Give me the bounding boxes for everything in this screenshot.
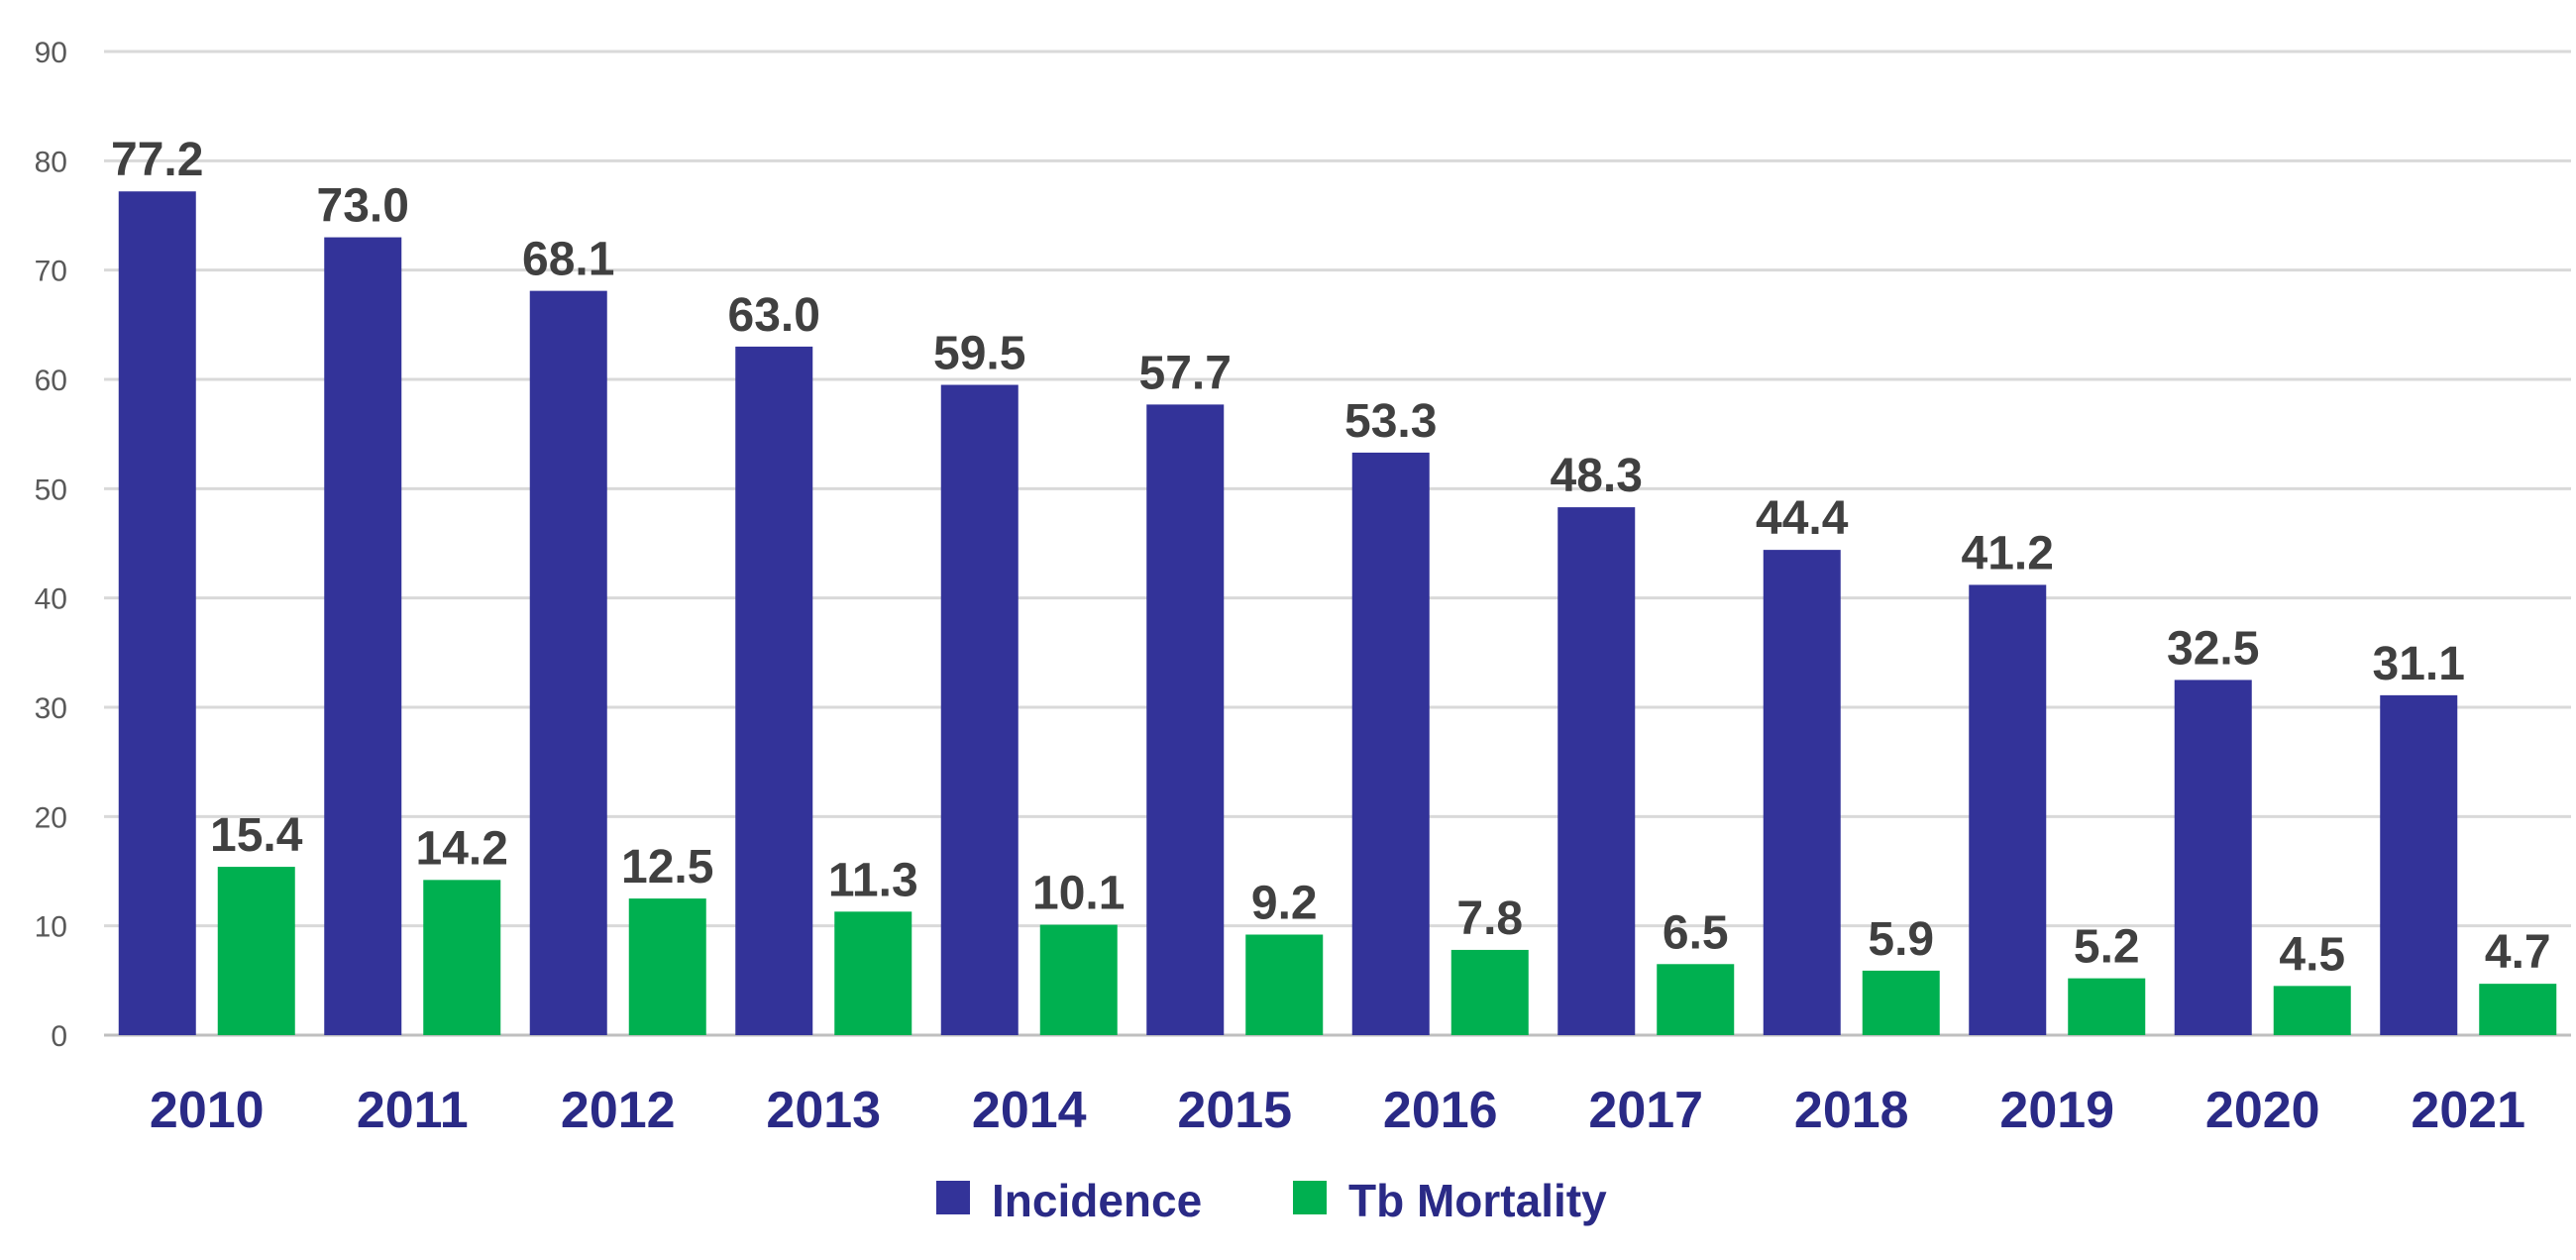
bar-tb-mortality-2017 (1657, 964, 1735, 1035)
y-tick-label: 0 (51, 1020, 67, 1053)
data-label-incidence-2017: 48.3 (1551, 450, 1643, 502)
data-label-tb-mortality-2012: 12.5 (621, 841, 713, 893)
bar-tb-mortality-2015 (1245, 934, 1324, 1035)
x-category-label: 2019 (1999, 1082, 2114, 1139)
y-tick-label: 70 (35, 256, 67, 288)
bar-tb-mortality-2012 (628, 898, 706, 1035)
data-label-incidence-2011: 73.0 (317, 180, 409, 233)
data-label-tb-mortality-2021: 4.7 (2485, 926, 2551, 979)
data-label-incidence-2018: 44.4 (1756, 492, 1849, 545)
y-tick-label: 10 (35, 911, 67, 944)
data-label-incidence-2019: 41.2 (1962, 527, 2054, 579)
legend-swatch-incidence (936, 1181, 970, 1214)
legend: Incidence Tb Mortality (936, 1175, 1607, 1226)
y-tick-label: 40 (35, 583, 67, 616)
data-label-tb-mortality-2014: 10.1 (1032, 868, 1125, 920)
bar-incidence-2019 (1969, 584, 2047, 1035)
x-category-label: 2010 (150, 1082, 265, 1139)
bar-tb-mortality-2020 (2273, 986, 2351, 1035)
x-category-label: 2013 (766, 1082, 881, 1139)
y-tick-label: 30 (35, 692, 67, 725)
data-label-tb-mortality-2010: 15.4 (210, 809, 303, 862)
y-axis-ticks: 0 10 20 30 40 50 60 70 80 90 (35, 37, 67, 1053)
x-category-label: 2016 (1383, 1082, 1498, 1139)
bar-tb-mortality-2010 (217, 867, 295, 1035)
data-label-incidence-2013: 63.0 (728, 289, 820, 342)
data-label-tb-mortality-2011: 14.2 (416, 822, 508, 875)
x-category-label: 2018 (1794, 1082, 1909, 1139)
x-category-label: 2012 (561, 1082, 676, 1139)
bar-tb-mortality-2013 (834, 911, 912, 1035)
data-label-tb-mortality-2015: 9.2 (1251, 877, 1318, 929)
bar-tb-mortality-2018 (1862, 970, 1940, 1035)
legend-swatch-tb-mortality (1293, 1181, 1327, 1214)
data-label-incidence-2021: 31.1 (2373, 638, 2465, 690)
bar-tb-mortality-2011 (423, 880, 501, 1035)
bar-incidence-2010 (118, 191, 196, 1035)
data-label-tb-mortality-2019: 5.2 (2074, 921, 2140, 974)
legend-label-incidence: Incidence (992, 1175, 1202, 1226)
data-label-incidence-2016: 53.3 (1344, 395, 1437, 448)
data-label-tb-mortality-2020: 4.5 (2279, 928, 2345, 981)
bar-incidence-2014 (940, 384, 1019, 1035)
bar-tb-mortality-2021 (2479, 984, 2557, 1035)
data-label-incidence-2015: 57.7 (1139, 347, 1232, 399)
data-label-incidence-2014: 59.5 (933, 328, 1025, 380)
data-labels: 77.2 15.4 73.0 14.2 68.1 12.5 63.0 11.3 59.5 10.1… (111, 134, 2551, 981)
bar-tb-mortality-2019 (2068, 978, 2146, 1035)
bar-incidence-2013 (735, 346, 813, 1035)
y-tick-label: 20 (35, 801, 67, 834)
data-label-tb-mortality-2018: 5.9 (1868, 913, 1934, 966)
bar-incidence-2018 (1763, 550, 1841, 1035)
y-tick-label: 90 (35, 37, 67, 69)
bar-incidence-2011 (324, 237, 402, 1036)
bar-incidence-2012 (529, 290, 607, 1035)
x-category-label: 2011 (357, 1082, 469, 1139)
bar-incidence-2016 (1351, 452, 1430, 1035)
x-axis-categories: 2010 2011 2012 2013 2014 2015 2016 2017 2018 2019… (150, 1082, 2525, 1139)
data-label-tb-mortality-2016: 7.8 (1456, 892, 1523, 945)
data-label-tb-mortality-2013: 11.3 (828, 854, 918, 906)
data-label-incidence-2012: 68.1 (522, 234, 614, 286)
legend-label-tb-mortality: Tb Mortality (1348, 1175, 1607, 1226)
data-label-incidence-2010: 77.2 (111, 134, 203, 186)
y-tick-label: 60 (35, 365, 67, 397)
bar-incidence-2020 (2174, 680, 2252, 1035)
bar-incidence-2021 (2380, 694, 2458, 1035)
x-category-label: 2020 (2205, 1082, 2320, 1139)
data-label-tb-mortality-2017: 6.5 (1663, 906, 1729, 959)
x-category-label: 2015 (1177, 1082, 1292, 1139)
bars (118, 191, 2557, 1036)
y-tick-label: 50 (35, 473, 67, 506)
x-category-label: 2017 (1588, 1082, 1703, 1139)
bar-incidence-2017 (1557, 507, 1636, 1035)
x-category-label: 2021 (2411, 1082, 2525, 1139)
x-category-label: 2014 (972, 1082, 1087, 1139)
bar-incidence-2015 (1146, 404, 1225, 1035)
bar-tb-mortality-2014 (1039, 924, 1118, 1035)
bar-tb-mortality-2016 (1450, 949, 1529, 1035)
data-label-incidence-2020: 32.5 (2167, 622, 2259, 675)
y-tick-label: 80 (35, 146, 67, 178)
gridlines (104, 50, 2571, 1037)
